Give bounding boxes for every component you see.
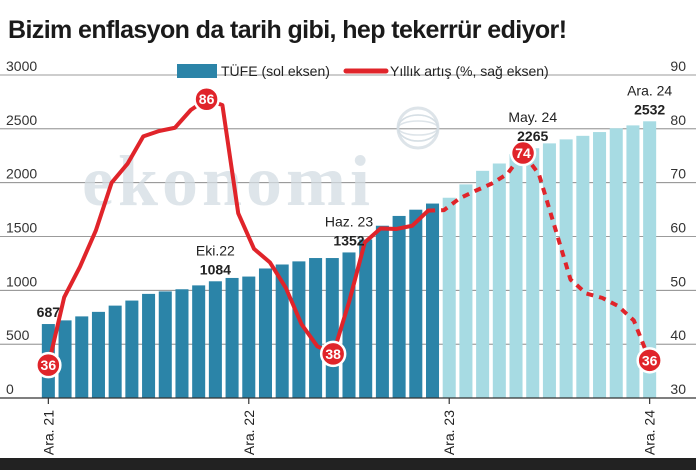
legend-bar-swatch (177, 64, 217, 78)
annual-change-line-dashed (428, 151, 652, 362)
tufe-bar (476, 170, 490, 398)
tufe-bar (258, 268, 273, 398)
tufe-bar (225, 277, 239, 398)
tufe-bar (359, 239, 373, 398)
tufe-bar (175, 289, 189, 398)
tufe-bar (108, 305, 122, 398)
left-axis-tick-label: 2500 (6, 112, 37, 128)
x-axis-tick-label: Ara. 22 (241, 410, 257, 455)
bar-annotation-date: Eki.22 (196, 242, 235, 258)
tufe-bar (375, 225, 389, 398)
bar-annotation-value: 1352 (333, 232, 364, 248)
bar-annotation-value: 2532 (634, 101, 665, 117)
tufe-bar (75, 316, 89, 398)
bar-annotation-value: 2265 (517, 128, 548, 144)
tufe-bar (58, 320, 72, 398)
right-axis-tick-label: 60 (670, 220, 686, 236)
tufe-bar (242, 276, 256, 398)
bar-annotation-date: Haz. 23 (325, 213, 373, 229)
x-axis-tick-label: Ara. 24 (642, 410, 658, 455)
bottom-rule (0, 458, 696, 470)
legend-bar-label: TÜFE (sol eksen) (221, 62, 330, 79)
right-axis-tick-label: 30 (670, 381, 686, 397)
tufe-bar (409, 209, 423, 398)
line-marker (509, 139, 537, 167)
tufe-bar (125, 300, 139, 398)
watermark-globe-icon (396, 106, 440, 150)
left-axis-tick-label: 1000 (6, 273, 37, 289)
bar-annotation-date: May. 24 (508, 109, 557, 125)
tufe-bar (509, 154, 523, 398)
tufe-bar (593, 132, 607, 398)
tufe-bar (325, 258, 339, 398)
tufe-bar (526, 148, 540, 398)
left-axis-tick-label: 1500 (6, 220, 37, 236)
tufe-bar (542, 143, 556, 398)
x-axis-tick-label: Ara. 21 (40, 410, 56, 455)
watermark-logo: ekonomi (82, 141, 374, 221)
right-axis-tick-label: 70 (670, 166, 686, 182)
tufe-bar (492, 163, 506, 398)
tufe-bar (643, 121, 657, 399)
line-marker-label: 74 (515, 145, 531, 161)
line-marker-label: 86 (199, 91, 215, 107)
left-axis-tick-label: 3000 (6, 58, 37, 74)
tufe-bar (392, 215, 406, 398)
legend-line-label: Yıllık artış (%, sağ eksen) (390, 63, 549, 79)
bar-annotation-value: 687 (37, 304, 61, 320)
tufe-bar (442, 197, 456, 398)
line-marker (193, 85, 220, 113)
tufe-bar (158, 291, 172, 398)
tufe-bar (342, 252, 356, 398)
line-marker (636, 347, 663, 374)
line-marker (35, 351, 62, 379)
tufe-bar (576, 135, 590, 398)
tufe-bar (609, 128, 623, 399)
tufe-bar (459, 184, 473, 398)
tufe-bar (208, 281, 222, 398)
tufe-bar (425, 203, 440, 398)
tufe-bar (142, 293, 156, 398)
tufe-bar (275, 264, 289, 398)
watermark-globe-line (397, 114, 439, 142)
bar-annotation-date: Ara. 24 (627, 82, 672, 98)
line-marker-label: 38 (325, 346, 341, 362)
left-axis-tick-label: 0 (6, 381, 14, 397)
x-axis-tick-label: Ara. 23 (441, 410, 457, 455)
chart-title: Bizim enflasyon da tarih gibi, hep teker… (8, 16, 567, 44)
right-axis-tick-label: 40 (670, 327, 686, 343)
left-axis-tick-label: 2000 (6, 166, 37, 182)
right-axis-tick-label: 50 (670, 273, 686, 289)
bar-annotation-value: 1084 (200, 261, 231, 277)
tufe-bar (292, 261, 306, 398)
line-marker-label: 36 (41, 357, 57, 373)
watermark-globe-line (397, 120, 439, 136)
annual-change-line-solid (46, 97, 431, 368)
line-marker-label: 36 (642, 352, 658, 368)
line-marker (319, 340, 347, 368)
tufe-bar (309, 258, 323, 398)
tufe-bar (91, 311, 105, 398)
left-axis-tick-label: 500 (6, 327, 30, 343)
tufe-bar (192, 285, 206, 398)
right-axis-tick-label: 80 (670, 112, 686, 128)
right-axis-tick-label: 90 (670, 58, 686, 74)
